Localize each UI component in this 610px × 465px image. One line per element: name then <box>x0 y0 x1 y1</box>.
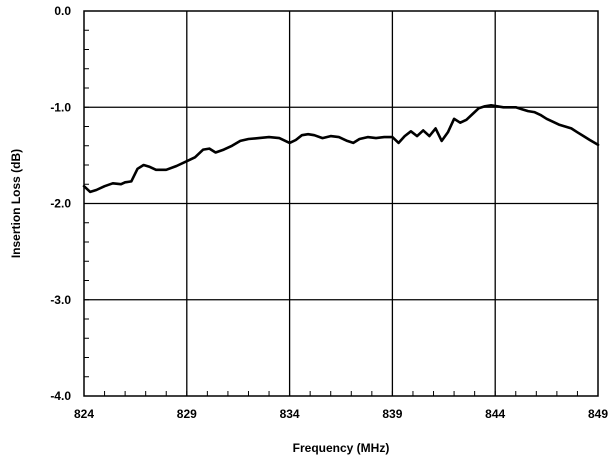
y-tick-label-0: 0.0 <box>54 4 71 18</box>
minor-ticks <box>84 29 578 396</box>
x-tick-label-0: 824 <box>74 407 94 421</box>
x-tick-labels: 824 829 834 839 844 849 <box>74 407 608 421</box>
x-tick-label-5: 849 <box>588 407 608 421</box>
x-tick-label-3: 839 <box>382 407 402 421</box>
y-tick-label-2: -2.0 <box>50 197 71 211</box>
series-line-0 <box>82 104 600 194</box>
y-tick-label-1: -1.0 <box>50 100 71 114</box>
y-tick-label-4: -4.0 <box>50 389 71 403</box>
y-tick-labels: 0.0 -1.0 -2.0 -3.0 -4.0 <box>50 4 71 403</box>
y-tick-label-3: -3.0 <box>50 293 71 307</box>
x-axis-title: Frequency (MHz) <box>293 441 390 455</box>
x-tick-label-2: 834 <box>280 407 300 421</box>
grid-lines <box>84 11 598 396</box>
series-group <box>82 104 600 194</box>
x-tick-label-1: 829 <box>177 407 197 421</box>
y-axis-title: Insertion Loss (dB) <box>9 149 23 258</box>
plot-frame <box>83 10 599 397</box>
x-tick-label-4: 844 <box>485 407 505 421</box>
